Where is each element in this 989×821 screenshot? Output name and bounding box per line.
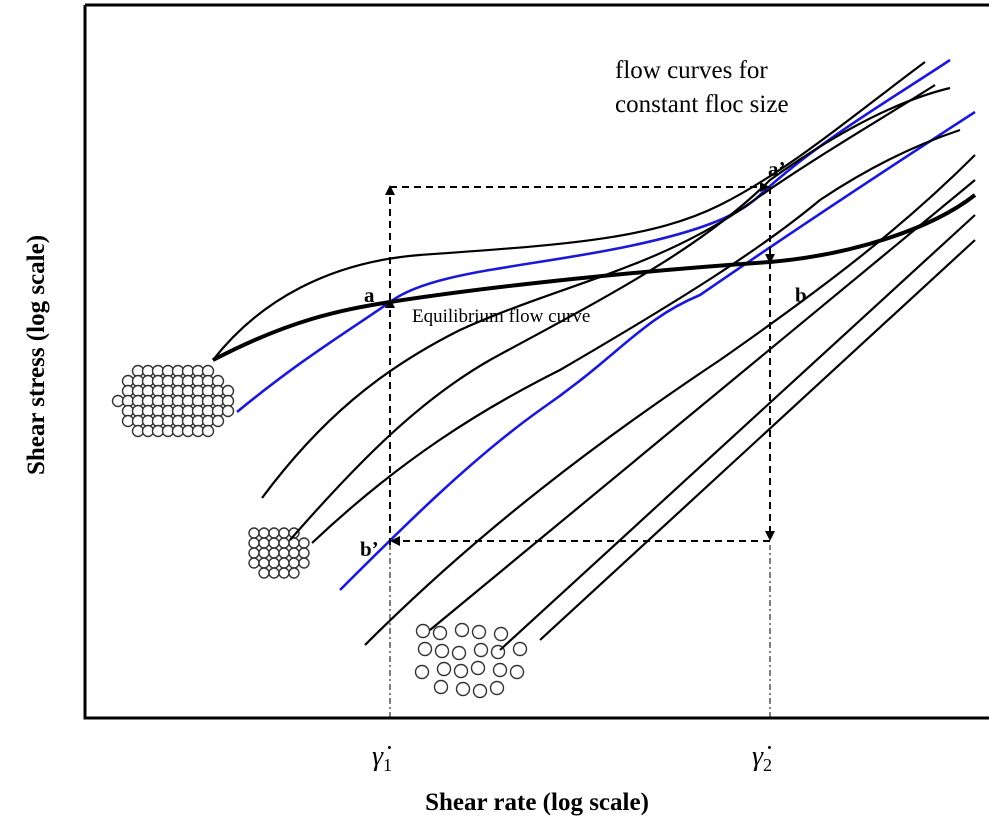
floc-particle — [201, 424, 215, 438]
floc-particle — [268, 557, 280, 569]
floc-particle — [298, 557, 310, 569]
floc-particle — [288, 547, 300, 559]
floc-particle — [248, 557, 260, 569]
floc-particle — [415, 623, 431, 639]
floc-particle — [278, 547, 290, 559]
floc-particle — [472, 683, 488, 699]
floc-particle — [248, 547, 260, 559]
flow-curve — [499, 214, 976, 651]
floc-particle — [489, 680, 505, 696]
floc-particle — [492, 662, 508, 678]
y-axis-label: Shear stress (log scale) — [23, 235, 50, 475]
floc-particle — [268, 567, 280, 579]
equilibrium-curve — [212, 193, 977, 362]
subscript: 2 — [763, 755, 772, 775]
floc-particle — [509, 664, 525, 680]
floc-particle — [451, 645, 467, 661]
floc-particle — [417, 641, 433, 657]
floc-particle — [414, 664, 430, 680]
floc-particle — [454, 622, 470, 638]
floc-particle — [453, 663, 469, 679]
flow-curve — [364, 154, 976, 646]
floc-particle — [258, 547, 270, 559]
floc-particle — [258, 567, 270, 579]
floc-particle — [473, 642, 489, 658]
equilibrium-label: Equilibrium flow curve — [412, 306, 590, 327]
floc-particle — [298, 537, 310, 549]
floc-particle — [258, 537, 270, 549]
flow-curve — [429, 179, 976, 631]
floc-particle — [268, 547, 280, 559]
floc-particle — [221, 404, 235, 418]
floc-particle — [258, 527, 270, 539]
point-label: a’ — [768, 157, 786, 181]
floc-particle — [248, 537, 260, 549]
floc-particle — [433, 679, 449, 695]
x-axis-label: Shear rate (log scale) — [425, 789, 649, 816]
flow-curve-blue — [236, 58, 951, 414]
annotation: flow curves for — [615, 57, 768, 84]
floc-particle — [471, 624, 487, 640]
flow-curve-blue — [339, 110, 976, 591]
floc-particle — [278, 567, 290, 579]
floc-particle — [493, 626, 509, 642]
floc-particle — [258, 557, 270, 569]
floc-particle — [268, 537, 280, 549]
floc-particle — [512, 641, 528, 657]
flow-curve — [311, 128, 961, 544]
x-tick-label: γ̇1 — [372, 741, 392, 775]
floc-particle — [278, 537, 290, 549]
floc-particle — [278, 527, 290, 539]
point-label: b — [795, 283, 807, 307]
floc-particle — [211, 414, 225, 428]
floc-illustrations — [111, 364, 528, 699]
floc-particle — [432, 625, 448, 641]
point-label: b’ — [360, 537, 379, 561]
floc-particle — [298, 547, 310, 559]
flow-curve — [539, 239, 976, 641]
frame — [83, 3, 989, 720]
floc-particle — [288, 567, 300, 579]
annotation: constant floc size — [615, 91, 789, 118]
floc-particle — [434, 643, 450, 659]
flow-curve — [212, 61, 926, 361]
flow-curve — [261, 84, 936, 499]
floc-particle — [248, 527, 260, 539]
floc-particle — [268, 527, 280, 539]
point-label: a — [364, 283, 375, 307]
floc-particle — [455, 681, 471, 697]
floc-particle — [288, 557, 300, 569]
x-tick-label: γ̇2 — [752, 741, 772, 775]
floc-particle — [278, 557, 290, 569]
floc-particle — [470, 660, 486, 676]
subscript: 1 — [383, 755, 392, 775]
floc-particle — [436, 661, 452, 677]
